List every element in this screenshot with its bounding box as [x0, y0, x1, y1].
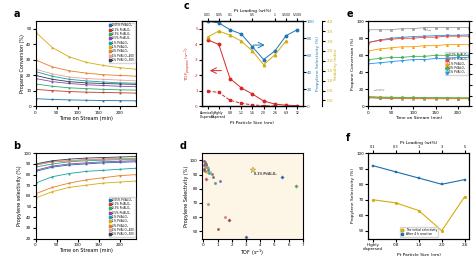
Y-axis label: Propylene Selectivity (%): Propylene Selectivity (%) [183, 165, 189, 227]
Y-axis label: Propylene Selectivity (%): Propylene Selectivity (%) [316, 36, 320, 91]
After 4 h reaction [416, 176, 422, 180]
Text: b: b [13, 141, 20, 151]
The initial selectivity [393, 201, 399, 205]
X-axis label: Time on Stream (min): Time on Stream (min) [395, 116, 442, 120]
Y-axis label: Propylene Selectivity (%): Propylene Selectivity (%) [351, 168, 355, 223]
Legend: 0.05% Pt/Al₂O₃, 0.1% Pt/Al₂O₃, 0.3% Pt/Al₂O₃, 0.5% Pt/Al₂O₃, 1% Pt/Al₂O₃, 1% Pt/: 0.05% Pt/Al₂O₃, 0.1% Pt/Al₂O₃, 0.3% Pt/A… [109, 23, 135, 63]
Y-axis label: Stability Index: Stability Index [334, 48, 338, 80]
X-axis label: Time on Stream (min): Time on Stream (min) [59, 116, 113, 121]
Text: f: f [346, 133, 350, 143]
The initial selectivity [370, 198, 376, 201]
Line: After 4 h reaction: After 4 h reaction [372, 164, 466, 186]
Y-axis label: Propylene selectivity (%): Propylene selectivity (%) [17, 166, 22, 226]
Text: d: d [180, 141, 187, 151]
Line: The initial selectivity: The initial selectivity [372, 195, 466, 232]
Text: c: c [184, 1, 190, 11]
After 4 h reaction [370, 164, 376, 167]
After 4 h reaction [393, 170, 399, 174]
Y-axis label: Propane Conversion (%): Propane Conversion (%) [20, 34, 25, 93]
Legend: 0.1% Pt/Al₂O₃, 0.3% Pt/Al₂O₃, 1% Pt/Al₂O₃, 3% Pt/Al₂O₃, 5% Pt/Al₂O₃: 0.1% Pt/Al₂O₃, 0.3% Pt/Al₂O₃, 1% Pt/Al₂O… [445, 52, 468, 75]
After 4 h reaction [439, 183, 445, 186]
Legend: The initial selectivity, After 4 h reaction: The initial selectivity, After 4 h react… [400, 227, 438, 237]
After 4 h reaction [462, 178, 467, 181]
Text: 0.1% Pt/Al₂O₃: 0.1% Pt/Al₂O₃ [254, 173, 277, 176]
The initial selectivity [416, 209, 422, 212]
Text: a: a [13, 9, 20, 19]
Y-axis label: Propane Conversion (%): Propane Conversion (%) [351, 38, 355, 90]
Text: sel→: sel→ [424, 28, 432, 32]
Legend: 0.05% Pt/Al₂O₃, 0.1% Pt/Al₂O₃, 0.3% Pt/Al₂O₃, 0.5% Pt/Al₂O₃, 1% Pt/Al₂O₃, 1% Pt/: 0.05% Pt/Al₂O₃, 0.1% Pt/Al₂O₃, 0.3% Pt/A… [109, 197, 135, 237]
The initial selectivity [462, 195, 467, 198]
Text: ←conv: ←conv [374, 88, 385, 92]
X-axis label: Pt Loading (wt%): Pt Loading (wt%) [400, 141, 438, 145]
X-axis label: Time on Stream (min): Time on Stream (min) [59, 248, 113, 253]
Text: e: e [346, 9, 353, 19]
The initial selectivity [439, 229, 445, 232]
X-axis label: Pt Loading (wt%): Pt Loading (wt%) [234, 9, 271, 13]
X-axis label: TOF (s$^{-1}$): TOF (s$^{-1}$) [240, 248, 264, 258]
Y-axis label: TOF$_{propane}$ (s$^{-1}$): TOF$_{propane}$ (s$^{-1}$) [182, 46, 194, 81]
X-axis label: Pt Particle Size (nm): Pt Particle Size (nm) [397, 253, 441, 257]
X-axis label: Pt Particle Size (nm): Pt Particle Size (nm) [230, 121, 274, 125]
